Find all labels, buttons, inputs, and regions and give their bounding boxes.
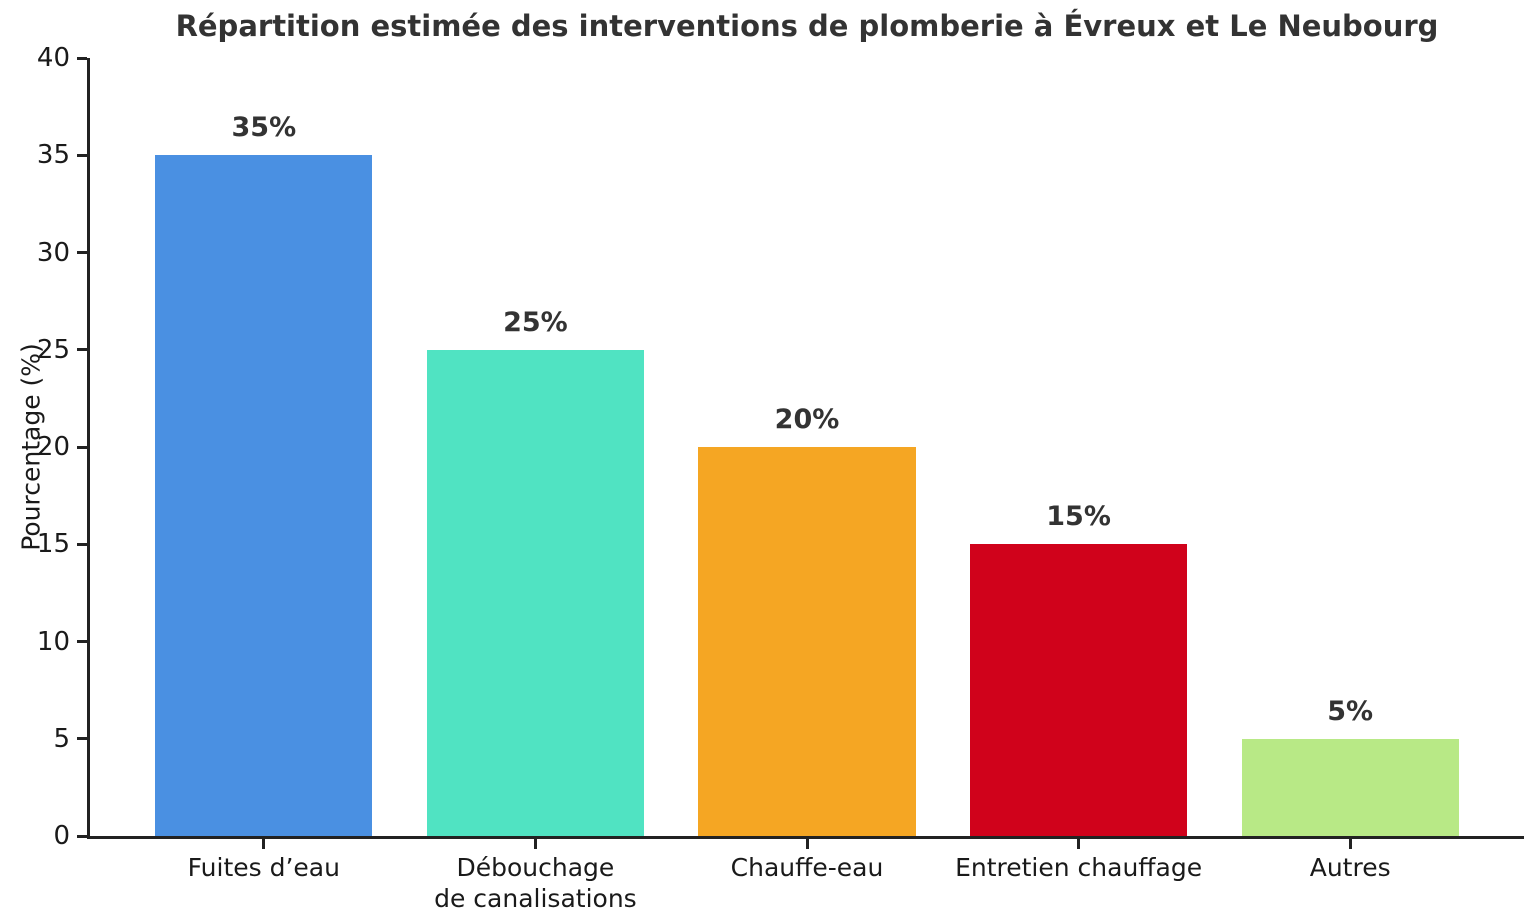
x-tick-mark: [1348, 839, 1352, 849]
x-tick-label: Autres: [1309, 853, 1391, 882]
y-tick-label: 5: [53, 723, 70, 754]
y-tick-label: 25: [36, 334, 70, 365]
y-tick-mark: [77, 251, 87, 254]
y-tick-label: 35: [36, 140, 70, 171]
bar-value-label: 20%: [774, 404, 840, 435]
y-tick-mark: [77, 542, 87, 546]
bar-value-label: 35%: [231, 112, 297, 144]
x-tick-mark: [1077, 839, 1081, 849]
bar: [969, 544, 1188, 836]
x-tick-label: Débouchage de canalisations: [434, 853, 637, 913]
y-tick-mark: [77, 56, 87, 60]
x-tick-mark: [805, 839, 809, 849]
y-axis-spine: [87, 58, 90, 839]
y-tick-mark: [77, 348, 87, 352]
y-tick-label: 15: [36, 529, 70, 560]
bar-value-label: 5%: [1327, 695, 1374, 727]
bar: [698, 447, 916, 836]
x-tick-mark: [533, 839, 537, 849]
y-tick-label: 0: [53, 821, 70, 851]
x-tick-label: Fuites d’eau: [187, 853, 340, 882]
y-tick-label: 20: [36, 432, 70, 462]
y-tick-label: 10: [36, 626, 70, 657]
x-axis-spine: [87, 836, 1524, 839]
bar: [1241, 738, 1459, 836]
plot-area: 0 5 10 15 20 25 30 35 40 35% 25% 20% 15% 5% Fuites d…: [37, 43, 1524, 913]
y-tick-label: 40: [36, 43, 70, 73]
chart-title: Répartition estimée des interventions de…: [175, 9, 1439, 43]
x-tick-label: Chauffe-eau: [730, 853, 884, 882]
x-tick-mark: [262, 839, 266, 849]
y-tick-mark: [77, 445, 87, 449]
y-tick-label: 30: [36, 237, 70, 268]
bar: [426, 349, 645, 836]
bar-value-label: 25%: [503, 306, 568, 338]
y-tick-mark: [77, 834, 87, 838]
y-tick-mark: [77, 640, 87, 643]
y-tick-mark: [77, 737, 87, 741]
x-tick-label: Entretien chauffage: [955, 853, 1203, 882]
bar: [155, 155, 373, 836]
bar-value-label: 15%: [1046, 501, 1111, 533]
y-tick-mark: [77, 153, 87, 157]
